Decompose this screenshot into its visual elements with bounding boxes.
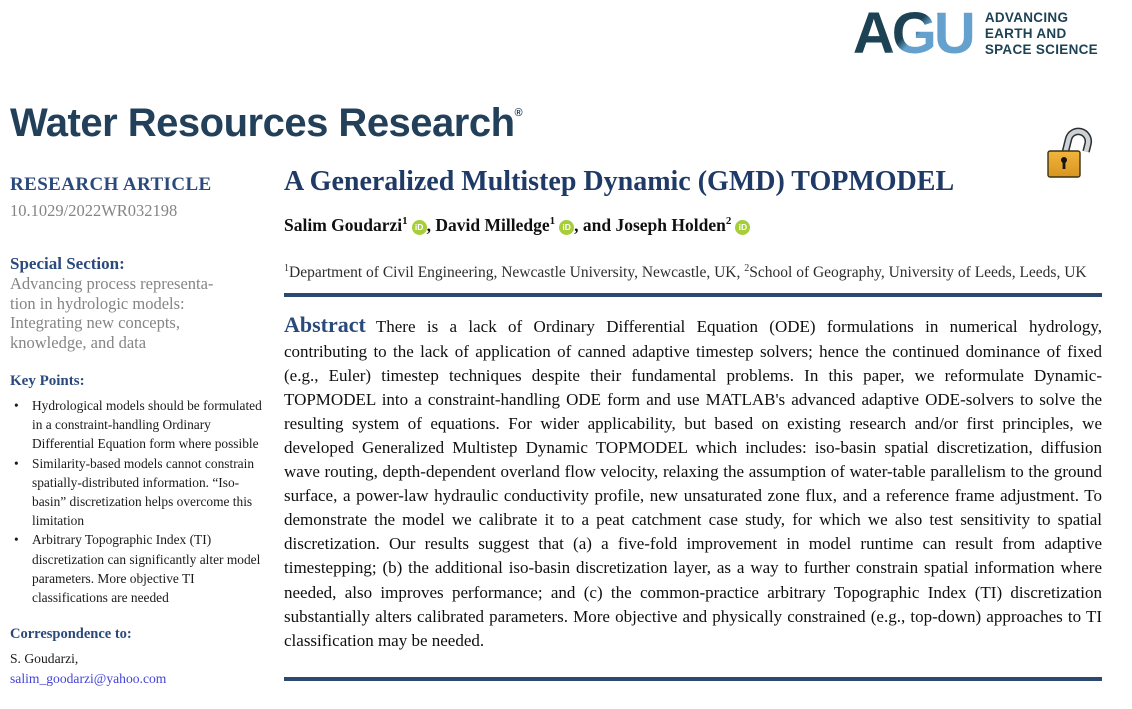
correspondence-heading: Correspondence to: bbox=[10, 626, 132, 643]
abstract-text: There is a lack of Ordinary Differential… bbox=[284, 317, 1102, 650]
affiliations: 1Department of Civil Engineering, Newcas… bbox=[284, 258, 1102, 284]
agu-tagline-line: EARTH AND bbox=[984, 26, 1067, 41]
special-section-line: Advancing process representa- bbox=[10, 274, 214, 293]
bullet-icon: • bbox=[14, 532, 19, 548]
section-divider-top bbox=[284, 293, 1102, 298]
orcid-icon[interactable]: iD bbox=[411, 219, 427, 235]
author-separator: , bbox=[426, 214, 436, 235]
affiliation-text: Department of Civil Engineering, Newcast… bbox=[289, 263, 745, 281]
lock-keyhole-stem bbox=[1062, 161, 1066, 169]
author-name: Salim Goudarzi bbox=[284, 214, 403, 235]
agu-tagline-line: SPACE SCIENCE bbox=[984, 42, 1098, 57]
agu-logo-acronym: AGU bbox=[852, 1, 976, 66]
article-title: A Generalized Multistep Dynamic (GMD) TO… bbox=[284, 166, 955, 197]
affiliation: 1Department of Civil Engineering, Newcas… bbox=[284, 262, 745, 281]
lock-shackle bbox=[1061, 127, 1093, 154]
orcid-icon[interactable]: iD bbox=[735, 219, 751, 235]
special-section-line: tion in hydrologic models: bbox=[10, 293, 185, 313]
article-sidebar: RESEARCH ARTICLE 10.1029/2022WR032198 Sp… bbox=[10, 174, 266, 689]
author: Salim Goudarzi1 iD bbox=[284, 215, 427, 235]
key-point-text: Arbitrary Topographic Index (TI) discret… bbox=[32, 532, 261, 606]
affiliation-text: School of Geography, University of Leeds… bbox=[749, 263, 1087, 281]
lock-keyhole bbox=[1061, 157, 1067, 163]
key-point-item: • Hydrological models should be formulate… bbox=[10, 396, 266, 454]
article-main: A Generalized Multistep Dynamic (GMD) TO… bbox=[284, 166, 1102, 653]
author-affiliation-mark: 1 bbox=[549, 215, 556, 227]
author-separator: , and bbox=[574, 214, 616, 235]
affiliation: 2School of Geography, University of Leed… bbox=[744, 262, 1087, 281]
author-affiliation-mark: 1 bbox=[402, 215, 408, 227]
bullet-icon: • bbox=[14, 455, 19, 471]
key-point-item: • Similarity-based models cannot constrai… bbox=[10, 454, 266, 531]
special-section-text: Advancing process representa-tion in hyd… bbox=[10, 274, 266, 352]
author-name: Joseph Holden bbox=[615, 214, 726, 235]
open-access-lock-icon bbox=[1047, 127, 1093, 178]
orcid-icon[interactable]: iD bbox=[559, 219, 575, 235]
key-point-item: • Arbitrary Topographic Index (TI) discre… bbox=[10, 530, 266, 607]
key-point-text: Similarity-based models cannot constrain… bbox=[32, 455, 255, 529]
author-line: Salim Goudarzi1 iD, David Milledge1 iD, an… bbox=[284, 210, 1102, 236]
correspondence-name: S. Goudarzi, bbox=[10, 651, 79, 667]
agu-tagline-line: ADVANCING bbox=[984, 10, 1069, 25]
agu-logo-tagline: ADVANCING EARTH AND SPACE SCIENCE bbox=[985, 10, 1098, 58]
abstract: Abstract There is a lack of Ordinary Diff… bbox=[284, 313, 1102, 652]
section-divider-bottom bbox=[284, 677, 1102, 681]
author: , and Joseph Holden2 iD bbox=[574, 214, 751, 235]
journal-title: Water Resources Research® bbox=[10, 101, 523, 146]
article-type-label: RESEARCH ARTICLE bbox=[10, 174, 212, 195]
bullet-icon: • bbox=[14, 398, 19, 413]
key-points-list: • Hydrological models should be formulate… bbox=[10, 396, 266, 607]
doi: 10.1029/2022WR032198 bbox=[10, 201, 178, 220]
correspondence-email-link[interactable]: salim_goodarzi@yahoo.com bbox=[10, 671, 167, 687]
registered-trademark: ® bbox=[514, 107, 523, 119]
affiliation-mark: 2 bbox=[744, 262, 750, 274]
author-name: David Milledge bbox=[435, 214, 550, 235]
special-section-heading: Special Section: bbox=[10, 254, 125, 273]
key-points-heading: Key Points: bbox=[10, 373, 85, 389]
author: , David Milledge1 iD bbox=[426, 214, 575, 235]
affiliation-mark: 1 bbox=[284, 262, 289, 274]
author-affiliation-mark: 2 bbox=[725, 215, 732, 227]
agu-logo: AGU ADVANCING EARTH AND SPACE SCIENCE bbox=[852, 1, 1098, 66]
key-point-text: Hydrological models should be formulated… bbox=[32, 398, 262, 452]
special-section-line: knowledge, and data bbox=[10, 332, 147, 352]
journal-title-text: Water Resources Research bbox=[10, 101, 515, 145]
special-section-line: Integrating new concepts, bbox=[10, 313, 180, 332]
abstract-heading: Abstract bbox=[284, 312, 366, 338]
